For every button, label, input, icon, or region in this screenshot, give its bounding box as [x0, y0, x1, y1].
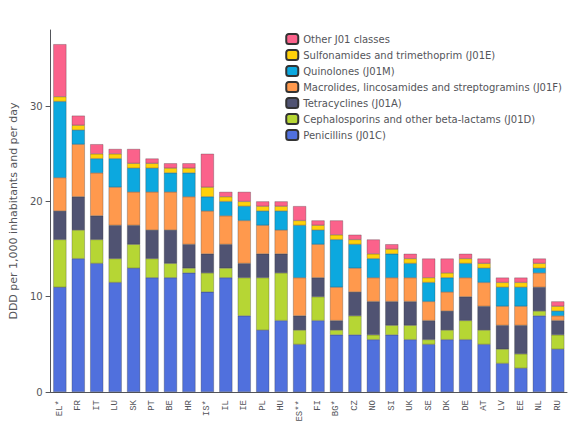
svg-text:SK: SK — [129, 399, 139, 410]
svg-text:BG*: BG* — [331, 400, 341, 416]
svg-text:IS*: IS* — [202, 400, 212, 416]
svg-text:DE: DE — [461, 400, 471, 411]
svg-text:EL*: EL* — [55, 400, 65, 416]
svg-text:AT: AT — [479, 399, 489, 410]
svg-text:DDD per 1,000 inhabitants and: DDD per 1,000 inhabitants and per day — [7, 102, 20, 320]
svg-text:HU: HU — [276, 400, 286, 411]
svg-text:Penicillins (J01C): Penicillins (J01C) — [303, 130, 386, 141]
svg-text:LU: LU — [110, 400, 120, 411]
svg-text:Other J01 classes: Other J01 classes — [303, 34, 390, 45]
svg-text:FR: FR — [73, 399, 83, 410]
svg-text:20: 20 — [30, 196, 43, 207]
svg-text:Quinolones (J01M): Quinolones (J01M) — [303, 66, 394, 77]
svg-text:EE: EE — [516, 400, 526, 411]
svg-text:Sulfonamides and trimethoprim: Sulfonamides and trimethoprim (J01E) — [303, 50, 495, 61]
svg-text:RU: RU — [553, 400, 563, 411]
svg-text:IT: IT — [92, 399, 102, 410]
svg-text:FI: FI — [313, 400, 323, 411]
svg-text:0: 0 — [36, 387, 42, 398]
svg-text:PL: PL — [258, 400, 268, 411]
svg-text:Tetracyclines (J01A): Tetracyclines (J01A) — [302, 98, 401, 109]
svg-text:10: 10 — [30, 291, 43, 302]
svg-text:Macrolides, lincosamides and s: Macrolides, lincosamides and streptogram… — [303, 82, 562, 93]
svg-text:SI: SI — [387, 400, 397, 411]
svg-text:LV: LV — [497, 399, 507, 410]
svg-text:NO: NO — [368, 400, 378, 411]
svg-text:30: 30 — [30, 101, 43, 112]
svg-text:CZ: CZ — [350, 399, 360, 410]
svg-text:DK: DK — [442, 399, 452, 410]
svg-text:IL: IL — [221, 400, 231, 411]
svg-text:BE: BE — [165, 400, 175, 411]
svg-text:UK: UK — [405, 399, 415, 410]
svg-text:PT: PT — [147, 399, 157, 410]
svg-text:NL: NL — [534, 400, 544, 411]
svg-text:IE: IE — [239, 400, 249, 411]
svg-text:ES**: ES** — [295, 400, 305, 422]
svg-text:HR: HR — [184, 399, 194, 410]
svg-text:Cephalosporins and other beta-: Cephalosporins and other beta-lactams (J… — [303, 114, 535, 125]
svg-text:SE: SE — [424, 400, 434, 411]
